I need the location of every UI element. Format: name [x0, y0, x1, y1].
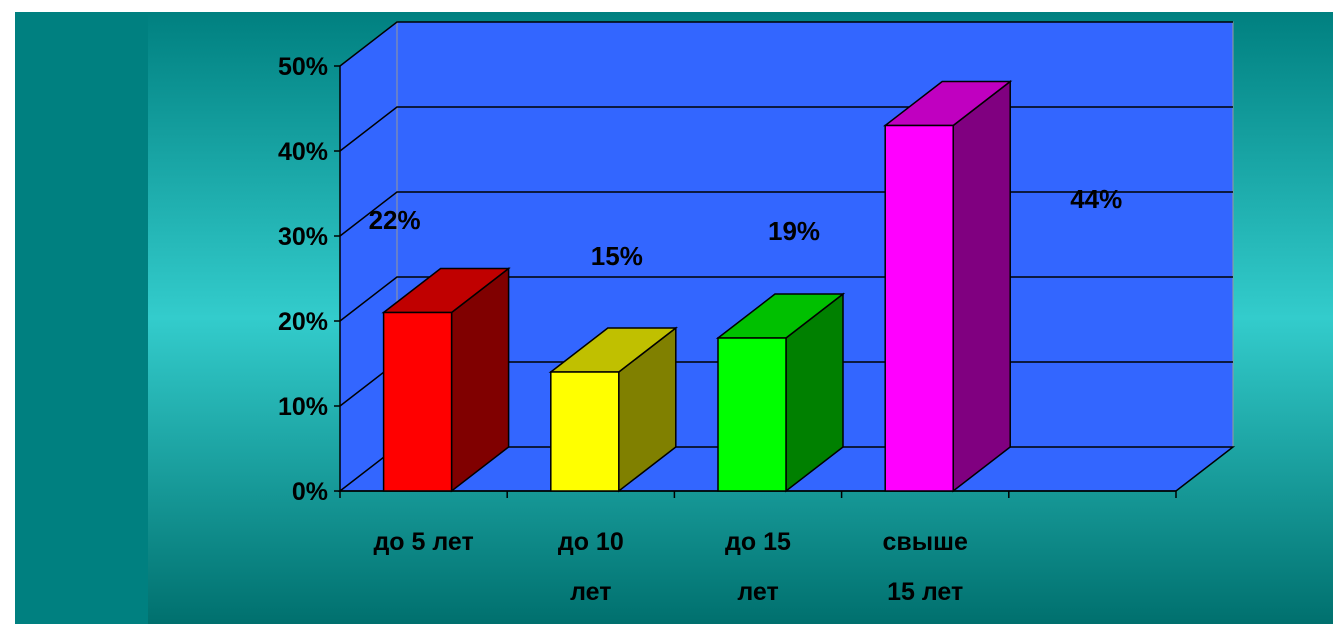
category-label: до 10 лет — [558, 528, 624, 606]
category-label: свыше 15 лет — [883, 528, 968, 606]
category-label: до 5 лет — [373, 528, 473, 556]
y-tick-label: 40% — [278, 138, 328, 166]
y-tick-label: 10% — [278, 393, 328, 421]
x-axis-ticks — [339, 491, 1177, 498]
category-label: до 15 лет — [725, 528, 791, 606]
y-tick-label: 20% — [278, 308, 328, 336]
y-axis-ticks: 0% 10% 20% 30% 40% 50% — [278, 53, 340, 506]
category-labels: до 5 лет до 10 лет до 15 лет свыше 15 лет — [373, 528, 968, 606]
data-labels: 22% 15% 19% 44% — [369, 184, 1123, 271]
gridline — [339, 21, 1233, 67]
bar-3 — [715, 292, 846, 493]
data-label: 44% — [1070, 184, 1122, 214]
data-label: 19% — [768, 216, 820, 246]
data-label: 15% — [591, 241, 643, 271]
bars — [381, 79, 1013, 493]
bar-front — [884, 124, 954, 492]
bar-front — [550, 371, 620, 492]
y-tick-label: 0% — [292, 478, 328, 506]
slide-left-band — [15, 12, 148, 624]
bar-front — [382, 311, 453, 492]
y-tick-label: 30% — [278, 223, 328, 251]
bar-1 — [381, 266, 511, 493]
bar-side — [952, 79, 1011, 493]
bar-4 — [883, 79, 1013, 493]
data-label: 22% — [369, 205, 421, 235]
bar-2 — [548, 326, 678, 493]
bar-front — [717, 337, 787, 492]
y-tick-label: 50% — [278, 53, 328, 81]
